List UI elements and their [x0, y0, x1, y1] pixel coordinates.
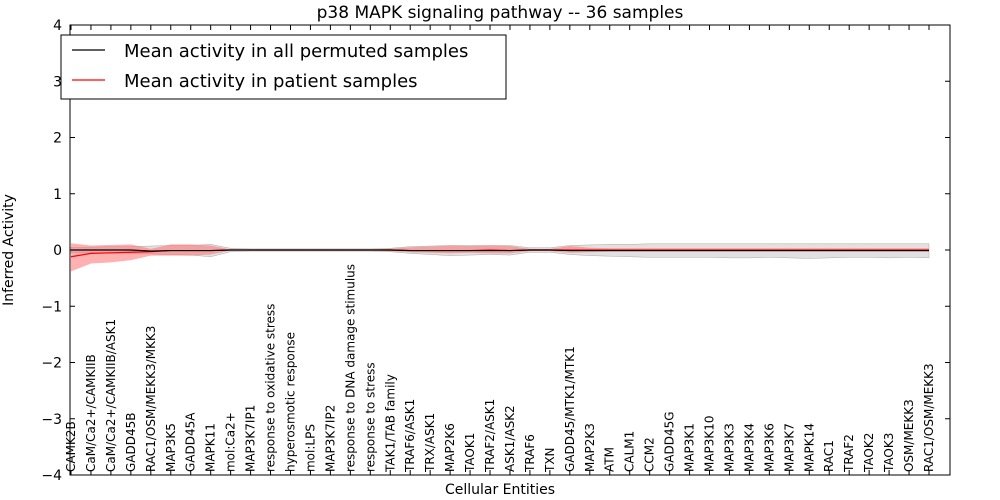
x-tick-label: MAP3K7IP1: [244, 405, 258, 472]
x-tick-label: GADD45G: [663, 411, 677, 472]
x-tick-label: MAP2K6: [443, 423, 457, 472]
x-tick-label: hyperosmotic response: [283, 332, 297, 472]
x-tick-label: CAMK2B: [64, 421, 78, 472]
x-tick-label: mol:Ca2+: [224, 412, 238, 472]
x-tick-label: RAC1: [822, 440, 836, 472]
legend-label-patient: Mean activity in patient samples: [124, 71, 418, 92]
x-tick-label: mol:LPS: [303, 424, 317, 472]
x-tick-label: OSM/MEKK3: [902, 399, 916, 472]
x-tick-label: MAP3K1: [683, 423, 697, 472]
y-tick-label: −2: [41, 356, 62, 372]
x-tick-label: TRAF2: [842, 434, 856, 473]
x-tick-label: TAOK3: [882, 433, 896, 473]
x-tick-label: MAP3K3: [722, 423, 736, 472]
x-tick-label: TRAF6/ASK1: [403, 399, 417, 473]
series-line-permuted: [71, 249, 929, 252]
x-tick-label: MAP3K7: [782, 423, 796, 472]
y-tick-label: 4: [53, 18, 62, 34]
x-tick-label: MAPK11: [204, 423, 218, 472]
x-tick-label: MAP3K10: [703, 415, 717, 472]
x-tick-label: TRX/ASK1: [423, 413, 437, 473]
x-tick-label: GADD45A: [184, 412, 198, 472]
x-tick-label: TRAF6: [523, 434, 537, 473]
x-tick-label: MAP3K6: [762, 423, 776, 472]
x-tick-label: TRAF2/ASK1: [483, 399, 497, 473]
x-tick-label: TAOK2: [862, 433, 876, 473]
plot-frame: [69, 24, 951, 476]
y-tick-label: 3: [53, 74, 62, 90]
x-tick-label: TXN: [543, 447, 557, 473]
x-tick-label: response to stress: [363, 362, 377, 472]
y-tick-label: 2: [53, 131, 62, 147]
x-tick-label: TAK1/TAB family: [383, 374, 397, 473]
x-tick-label: MAP3K7IP2: [323, 405, 337, 472]
legend: Mean activity in all permuted samples Me…: [60, 34, 507, 100]
x-tick-label: MAP2K3: [583, 423, 597, 472]
y-tick-label: 0: [53, 243, 62, 259]
x-tick-label: MAPK14: [802, 423, 816, 472]
x-tick-label: CaM/Ca2+/CAMKIIB/ASK1: [104, 319, 118, 472]
legend-label-permuted: Mean activity in all permuted samples: [124, 41, 468, 62]
x-tick-label: MAP3K5: [164, 423, 178, 472]
y-tick-label: 1: [53, 187, 62, 203]
x-tick-label: GADD45/MTK1/MTK1: [563, 346, 577, 472]
y-tick-label: −1: [41, 299, 62, 315]
x-tick-label: RAC1/OSM/MEKK3: [922, 363, 936, 472]
x-tick-label: CCM2: [643, 437, 657, 472]
x-tick-label: CaM/Ca2+/CAMKIIB: [84, 354, 98, 472]
legend-box: [60, 34, 507, 100]
chart-title: p38 MAPK signaling pathway -- 36 samples: [317, 3, 684, 23]
x-tick-label: ASK1/ASK2: [503, 405, 517, 472]
x-tick-label: TAOK1: [463, 433, 477, 473]
x-axis-label: Cellular Entities: [445, 482, 555, 498]
x-tick-label: GADD45B: [124, 413, 138, 473]
y-tick-label: −3: [41, 412, 62, 428]
x-tick-label: CALM1: [623, 431, 637, 472]
x-tick-label: MAP3K4: [742, 423, 756, 472]
x-tick-label: ATM: [603, 447, 617, 472]
x-tick-label: response to DNA damage stimulus: [343, 264, 357, 472]
x-tick-label: response to oxidative stress: [264, 304, 278, 472]
x-tick-label: RAC1/OSM/MEKK3/MKK3: [144, 326, 158, 472]
y-tick-label: −4: [41, 468, 62, 484]
y-axis-label: Inferred Activity: [1, 194, 17, 306]
